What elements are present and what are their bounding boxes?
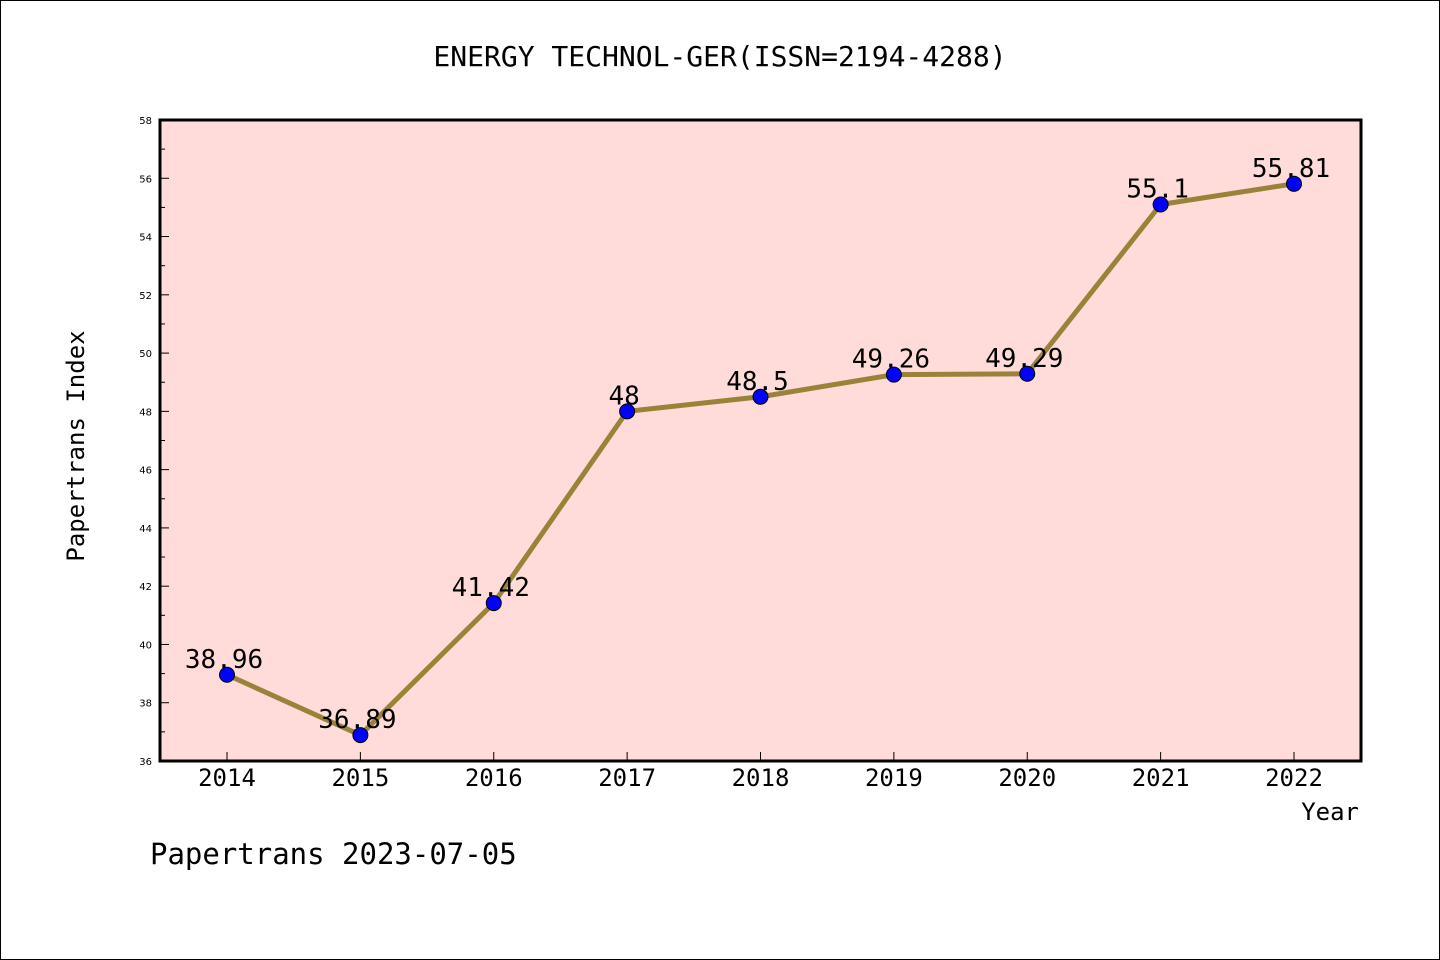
data-label: 48 bbox=[608, 381, 639, 411]
data-label: 49.26 bbox=[852, 345, 930, 375]
x-tick-label: 2015 bbox=[331, 764, 389, 792]
x-tick-label: 2020 bbox=[998, 764, 1056, 792]
y-tick-label: 50 bbox=[139, 349, 152, 360]
data-label: 41.42 bbox=[452, 573, 530, 603]
data-point bbox=[219, 666, 235, 683]
data-label: 38.96 bbox=[185, 645, 263, 675]
y-tick-label: 48 bbox=[139, 407, 152, 418]
x-tick-label: 2017 bbox=[598, 764, 656, 792]
x-tick-label: 2018 bbox=[732, 764, 790, 792]
y-axis: 36 38 40 42 44 46 48 50 52 54 56 58 bbox=[139, 116, 169, 768]
y-axis-label: Papertrans Index bbox=[62, 330, 90, 561]
data-label: 55.1 bbox=[1126, 174, 1189, 204]
plot-area bbox=[158, 118, 1363, 763]
y-tick-label: 36 bbox=[139, 757, 152, 768]
data-point bbox=[1152, 196, 1169, 213]
y-tick-label: 58 bbox=[139, 116, 152, 127]
x-tick-label: 2022 bbox=[1265, 764, 1323, 792]
y-tick-label: 46 bbox=[139, 466, 152, 477]
data-point bbox=[1286, 175, 1302, 192]
x-tick-label: 2021 bbox=[1132, 764, 1190, 792]
x-tick-label: 2016 bbox=[465, 764, 523, 792]
data-label: 36.89 bbox=[318, 705, 396, 735]
y-tick-label: 40 bbox=[139, 640, 152, 651]
data-point bbox=[752, 388, 769, 405]
data-point bbox=[885, 366, 902, 383]
data-point bbox=[352, 727, 369, 744]
y-tick-label: 56 bbox=[139, 174, 152, 185]
data-point bbox=[485, 595, 502, 612]
y-tick-label: 38 bbox=[139, 699, 152, 710]
x-axis-label: Year bbox=[1301, 798, 1359, 826]
y-tick-label: 52 bbox=[139, 291, 152, 302]
data-point bbox=[619, 403, 636, 420]
y-tick-label: 42 bbox=[139, 582, 152, 593]
data-label: 48.5 bbox=[726, 367, 789, 397]
chart-title: ENERGY TECHNOL-GER(ISSN=2194-4288) bbox=[433, 40, 1006, 73]
x-tick-label: 2014 bbox=[198, 764, 256, 792]
y-tick-label: 44 bbox=[139, 524, 152, 535]
y-tick-label: 54 bbox=[139, 233, 152, 244]
footer-text: Papertrans 2023-07-05 bbox=[150, 837, 517, 871]
x-tick-label: 2019 bbox=[865, 764, 923, 792]
x-axis: 2014 2015 2016 2017 2018 2019 2020 2021 2022 bbox=[198, 752, 1323, 792]
data-label: 55.81 bbox=[1252, 154, 1330, 184]
data-label: 49.29 bbox=[985, 344, 1063, 374]
data-point bbox=[1019, 365, 1036, 382]
series-group: 38.96 36.89 41.42 48 48.5 49.26 49.29 55.1 55.81 bbox=[185, 154, 1330, 744]
